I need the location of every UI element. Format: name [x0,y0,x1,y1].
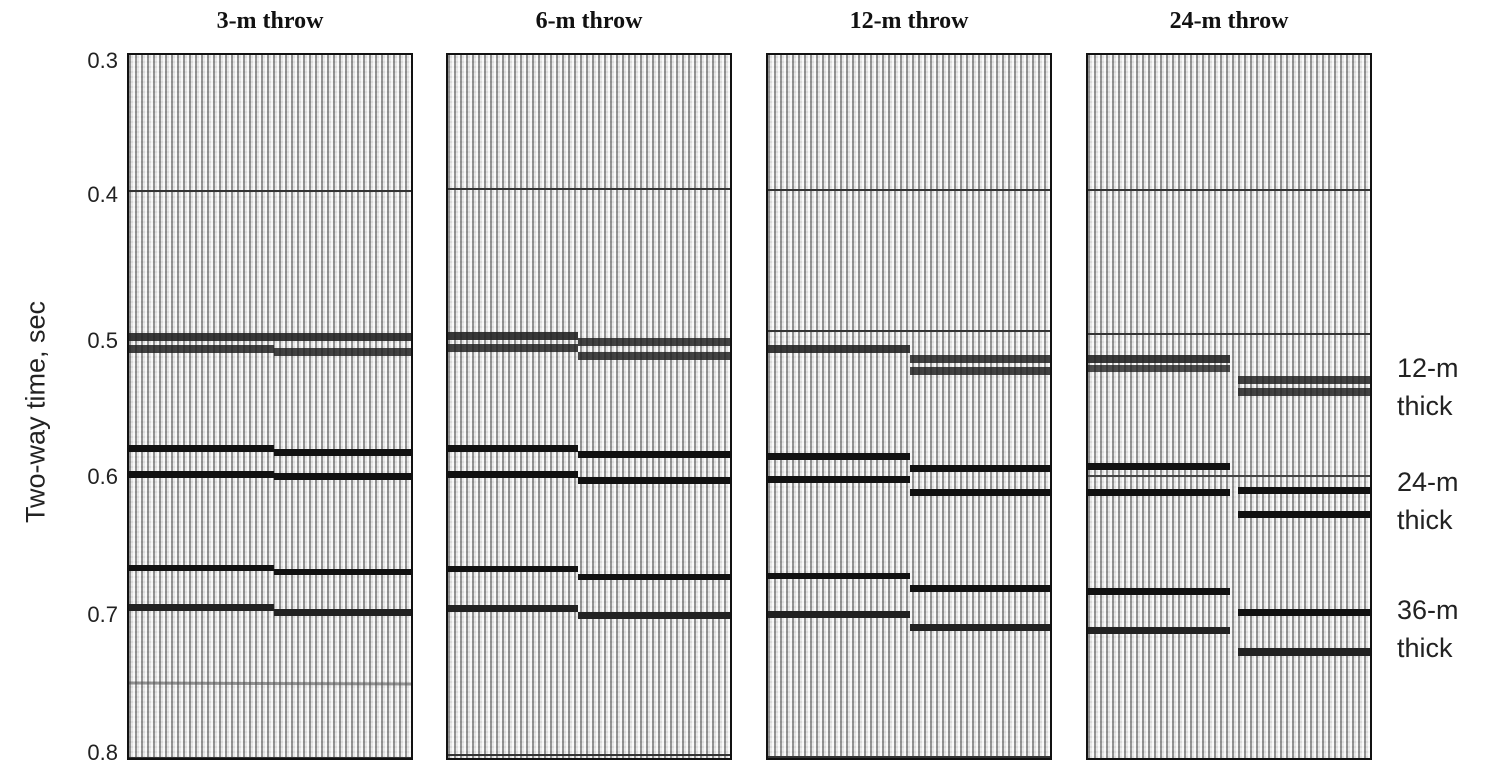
bed-label-line1: 36-m [1397,595,1459,625]
panel-title-6m: 6-m throw [535,8,643,34]
bed-label-line2: thick [1397,505,1453,535]
bed-label-line2: thick [1397,633,1453,663]
seismic-panel-3m [127,53,413,760]
y-tick-label: 0.5 [87,328,118,353]
bed-label-36m: 36-m thick [1397,591,1459,667]
bed-label-line1: 12-m [1397,353,1459,383]
reflectors-3m [129,190,411,758]
panel-title-12m: 12-m throw [849,8,969,34]
y-axis-label: Two-way time, sec [20,300,51,524]
panel-title-3m: 3-m throw [216,8,324,34]
seismic-panel-6m [446,53,732,760]
bed-label-12m: 12-m thick [1397,349,1459,425]
reflectors-24m [1088,189,1370,656]
reflectors-6m [448,188,730,756]
y-tick-label: 0.3 [87,48,118,73]
seismic-panel-12m [766,53,1052,760]
y-tick-label: 0.8 [87,740,118,765]
y-tick-label: 0.6 [87,464,118,489]
y-tick-label: 0.4 [87,182,118,207]
seismic-panel-24m [1086,53,1372,760]
bed-label-24m: 24-m thick [1397,463,1459,539]
y-tick-label: 0.7 [87,602,118,627]
reflectors-12m [768,189,1050,758]
panel-title-24m: 24-m throw [1169,8,1289,34]
bed-label-line1: 24-m [1397,467,1459,497]
bed-label-line2: thick [1397,391,1453,421]
